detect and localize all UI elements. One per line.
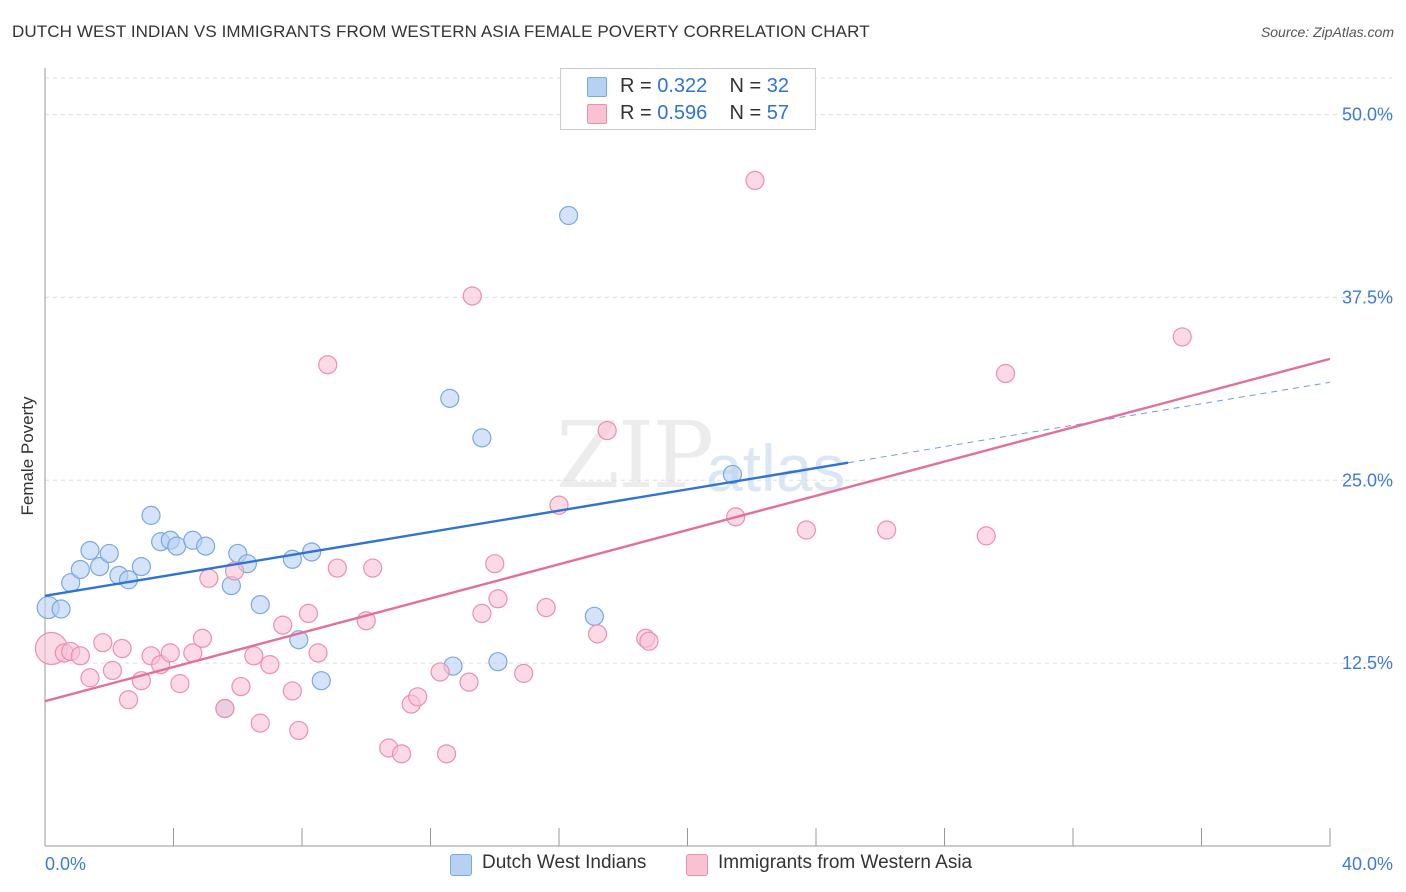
western-asia-point (587, 624, 608, 644)
western-asia-point (408, 687, 428, 707)
blue-swatch (450, 854, 472, 876)
western-asia-point (298, 603, 319, 624)
western-asia-point (80, 668, 100, 688)
dutch-west-indian-point (250, 595, 270, 615)
western-asia-point (93, 633, 113, 653)
watermark-zip: ZIP (556, 402, 714, 509)
western-asia-point (260, 655, 280, 675)
correlation-legend: R = 0.322 N = 32 R = 0.596 N = 57 (560, 68, 816, 130)
western-asia-point (995, 363, 1016, 384)
legend-label: Immigrants from Western Asia (718, 852, 973, 873)
western-asia-point (215, 698, 235, 719)
western-asia-point (391, 744, 412, 764)
western-asia-point (877, 520, 897, 540)
dutch-west-indian-point (70, 559, 90, 580)
dutch-west-indian-point (80, 540, 100, 561)
blue-swatch (587, 77, 607, 97)
western-asia-point (70, 646, 90, 666)
r-label: R = (620, 102, 658, 124)
western-asia-point (244, 646, 264, 666)
western-asia-point (462, 286, 482, 306)
y-tick-label: 25.0% (1342, 470, 1393, 490)
n-value: 32 (766, 75, 790, 97)
western-asia-point (199, 568, 219, 588)
western-asia-point (796, 520, 816, 540)
y-tick-label: 12.5% (1342, 653, 1393, 673)
y-tick-label: 37.5% (1342, 287, 1393, 307)
dutch-west-indian-point (440, 388, 460, 408)
western-asia-point (639, 631, 659, 651)
western-asia-point (112, 638, 132, 659)
western-asia-point (459, 672, 479, 692)
dutch-west-indian-point (722, 464, 743, 485)
western-asia-point (514, 663, 534, 683)
western-asia-point (430, 662, 450, 682)
western-asia-point (273, 615, 293, 635)
dutch-west-indian-point (584, 606, 604, 626)
western-asia-point (327, 558, 347, 578)
dutch-west-indian-point (472, 428, 492, 448)
dutch-west-indian-point (311, 671, 331, 691)
western-asia-point (231, 676, 251, 697)
dutch-west-indian-point (196, 536, 216, 556)
r-value: 0.596 (657, 102, 708, 124)
x-tick-label: 0.0% (45, 854, 86, 874)
western-asia-point (976, 526, 996, 546)
r-value: 0.322 (657, 75, 708, 97)
western-asia-point (282, 681, 302, 701)
y-tick-label: 50.0% (1342, 105, 1393, 125)
western-asia-point (224, 561, 245, 581)
western-asia-point (363, 558, 383, 578)
dutch-west-indian-point (559, 205, 579, 226)
x-tick-label: 40.0% (1342, 854, 1393, 874)
western-asia-point (250, 713, 270, 733)
dutch-west-indian-point (99, 543, 119, 564)
pink-swatch (686, 854, 708, 876)
western-asia-point (745, 170, 765, 190)
n-label: N = (729, 75, 767, 97)
western-asia-point (472, 603, 492, 624)
western-asia-point (192, 628, 213, 648)
western-asia-point (488, 589, 508, 609)
western-asia-point (436, 744, 457, 764)
dutch-west-indian-point (488, 652, 508, 672)
western-asia-trendline (44, 357, 1331, 703)
western-asia-point (485, 554, 505, 574)
dutch-west-indian-point (141, 505, 161, 525)
western-asia-point (289, 720, 309, 741)
source-label: Source: ZipAtlas.com (1260, 24, 1394, 40)
dutch-west-indian-point (167, 536, 187, 556)
dutch-west-indian-trendline (44, 461, 849, 598)
n-value: 57 (766, 102, 790, 124)
western-asia-point (1172, 327, 1192, 347)
r-label: R = (620, 75, 658, 97)
legend-label: Dutch West Indians (482, 852, 647, 873)
chart-title: DUTCH WEST INDIAN VS IMMIGRANTS FROM WES… (12, 22, 870, 41)
dutch-west-indian-point (90, 556, 110, 577)
dutch-west-indian-point (131, 556, 151, 577)
western-asia-point (318, 355, 338, 375)
western-asia-point (102, 660, 123, 681)
western-asia-point (170, 674, 190, 694)
n-label: N = (729, 102, 767, 124)
pink-swatch (587, 104, 607, 124)
western-asia-point (536, 597, 556, 618)
western-asia-point (118, 690, 139, 710)
dutch-west-indian-point (51, 599, 71, 619)
western-asia-point (308, 643, 328, 663)
western-asia-point (160, 643, 180, 663)
western-asia-point (597, 420, 617, 441)
